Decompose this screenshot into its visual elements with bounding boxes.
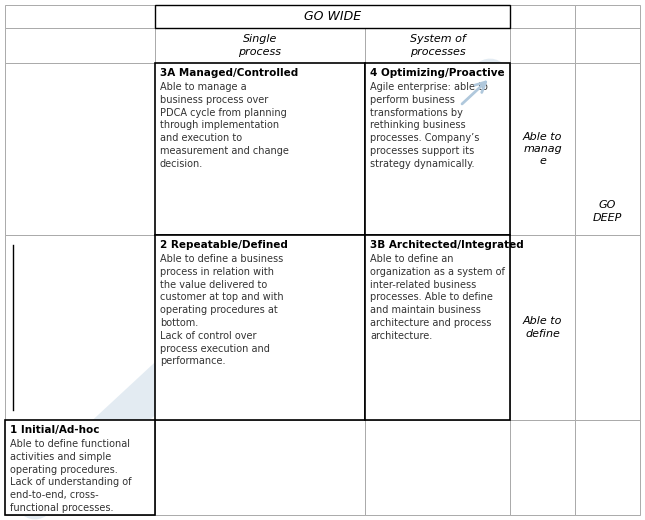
Text: Able to
define: Able to define — [523, 316, 562, 339]
Text: 3A Managed/Controlled: 3A Managed/Controlled — [160, 68, 298, 78]
Text: Able to manage a
business process over
PDCA cycle from planning
through implemen: Able to manage a business process over P… — [160, 82, 289, 169]
Text: Agile enterprise: able to
perform business
transformations by
rethinking busines: Agile enterprise: able to perform busine… — [370, 82, 488, 169]
Text: Able to define a business
process in relation with
the value delivered to
custom: Able to define a business process in rel… — [160, 254, 284, 367]
Bar — [155, 5, 510, 28]
Text: 2 Repeatable/Defined: 2 Repeatable/Defined — [160, 240, 288, 250]
Bar — [5, 420, 155, 515]
Bar — [365, 28, 510, 63]
Bar — [155, 420, 365, 515]
Bar — [575, 235, 640, 420]
Bar — [365, 235, 510, 420]
Bar — [510, 5, 575, 28]
Text: 1 Initial/Ad-hoc: 1 Initial/Ad-hoc — [10, 425, 99, 435]
Text: Able to define functional
activities and simple
operating procedures.
Lack of un: Able to define functional activities and… — [10, 439, 132, 513]
Bar — [5, 28, 155, 63]
Text: GO WIDE: GO WIDE — [304, 10, 361, 23]
Bar — [575, 63, 640, 235]
Text: Able to
manag
e: Able to manag e — [523, 132, 562, 166]
Bar — [155, 63, 365, 235]
Bar — [155, 63, 365, 235]
Bar — [365, 420, 510, 515]
Text: 4 Optimizing/Proactive: 4 Optimizing/Proactive — [370, 68, 504, 78]
Bar — [365, 5, 510, 28]
Text: System of
processes: System of processes — [410, 34, 466, 57]
Bar — [5, 420, 155, 515]
Bar — [155, 235, 365, 420]
Text: GO
DEEP: GO DEEP — [593, 200, 622, 223]
Bar — [510, 63, 575, 235]
Bar — [575, 5, 640, 28]
Bar — [365, 63, 510, 235]
Bar — [510, 28, 575, 63]
Bar — [5, 63, 155, 235]
Bar — [155, 235, 365, 420]
Bar — [510, 235, 575, 420]
Bar — [155, 5, 365, 28]
Text: Able to define an
organization as a system of
inter-related business
processes. : Able to define an organization as a syst… — [370, 254, 505, 341]
Bar — [575, 420, 640, 515]
Bar — [575, 28, 640, 63]
Bar — [5, 5, 155, 28]
Bar — [510, 420, 575, 515]
Text: 3B Architected/Integrated: 3B Architected/Integrated — [370, 240, 524, 250]
Bar — [155, 28, 365, 63]
Bar — [365, 63, 510, 235]
Bar — [5, 235, 155, 420]
Text: Single
process: Single process — [239, 34, 281, 57]
Bar — [365, 235, 510, 420]
